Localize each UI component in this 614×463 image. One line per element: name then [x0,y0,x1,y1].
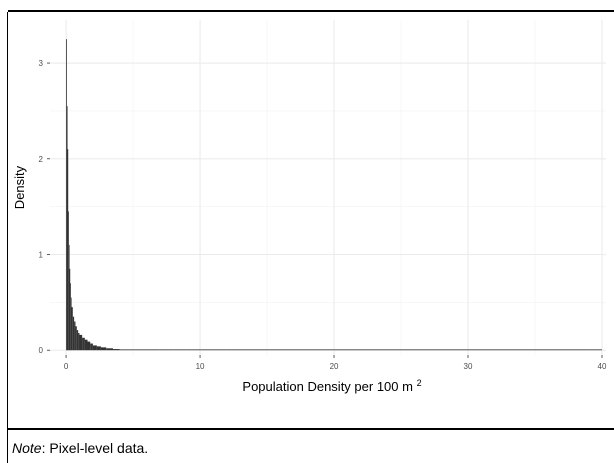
note-label: Note [12,440,42,456]
histogram-bar [82,337,85,351]
x-tick-label: 0 [64,362,69,371]
histogram-bar [588,349,602,351]
y-axis-title: Density [12,165,27,209]
x-axis-title: Population Density per 100 m 2 [242,378,421,394]
major-grid [50,20,606,355]
histogram-bar [67,149,69,351]
histogram-bar [119,349,134,351]
histogram-bar [70,283,71,351]
x-axis-title-superscript: 2 [417,378,422,388]
histogram-bar [68,211,69,351]
histogram-bar [69,268,71,351]
histogram-bar [84,339,88,351]
histogram-bar [133,349,147,351]
minor-grid [50,20,606,355]
histogram-bar [87,341,91,351]
histogram-bar [334,349,402,351]
histogram-bar [76,330,79,351]
histogram-bar [90,343,93,351]
histogram-bar [159,349,174,351]
histogram-bar [78,332,80,351]
density-histogram-chart: 0 10 20 30 40 0 1 2 3 Population Density per 10… [12,20,607,394]
histogram-bar [79,334,83,351]
histogram-bar [468,349,535,351]
histogram-bar [200,349,227,351]
x-axis-title-text: Population Density per 100 m [242,379,413,394]
histogram-bar [74,321,76,351]
histogram-bar [401,349,469,351]
histogram-bars [66,39,602,351]
histogram-bar [186,349,201,351]
histogram-bar [75,326,77,351]
plot-panel [50,20,606,355]
histogram-bar [112,349,120,351]
x-tick-label: 30 [464,362,473,371]
x-tick-label: 40 [598,362,607,371]
bottom-rule [8,428,614,430]
histogram-bar [534,349,589,351]
histogram-bar [100,347,107,351]
y-tick-label: 0 [39,346,44,355]
histogram-bar [173,349,187,351]
histogram-bar [70,297,72,351]
histogram-bar [72,316,75,351]
histogram-bar [146,349,160,351]
y-axis-ticks: 0 1 2 3 [39,59,50,355]
histogram-bar [226,349,268,351]
histogram-bar [68,244,70,351]
figure-note: Note: Pixel-level data. [12,440,148,456]
x-tick-label: 10 [196,362,205,371]
x-axis-ticks: 0 10 20 30 40 [64,355,607,371]
note-text: : Pixel-level data. [41,440,149,456]
histogram-bar [96,346,101,351]
histogram-bar [66,106,68,351]
y-tick-label: 3 [39,59,44,68]
histogram-bar [66,39,67,351]
top-rule [8,10,614,12]
histogram-bar [106,348,113,351]
histogram-bar [267,349,335,351]
y-tick-label: 2 [39,155,44,164]
left-border [7,12,8,463]
histogram-bar [92,345,97,351]
x-tick-label: 20 [330,362,339,371]
y-tick-label: 1 [39,251,44,260]
histogram-bar [71,307,73,351]
